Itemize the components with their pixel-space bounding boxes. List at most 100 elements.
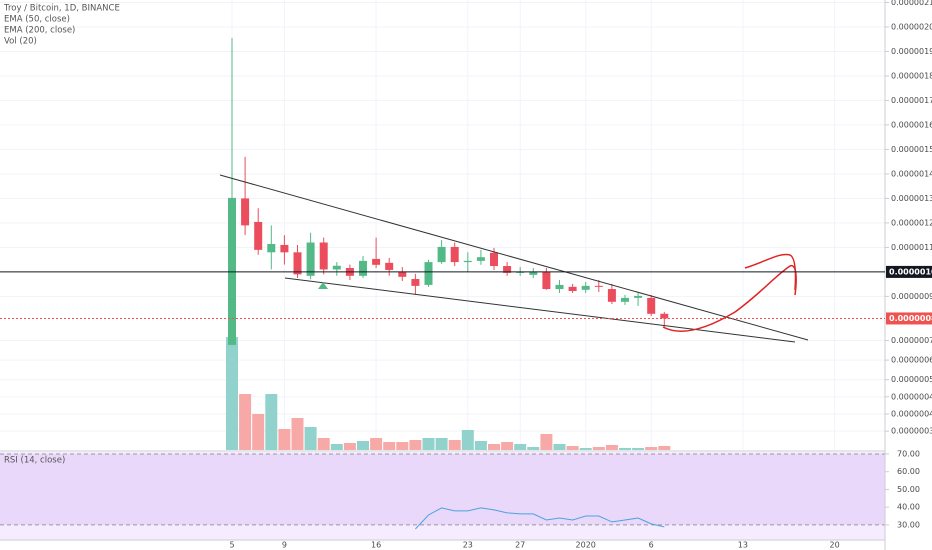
price-badge-label: 0.00000100	[889, 267, 932, 276]
y-tick-label: 30.00	[897, 520, 920, 529]
indicator-label: Vol (20)	[4, 37, 37, 47]
y-tick-label: 0.00000064	[891, 356, 932, 365]
volume-bar	[566, 446, 579, 450]
y-tick-label: 0.00000035	[891, 427, 932, 436]
rsi-line	[415, 507, 665, 530]
candle-body	[359, 260, 367, 276]
price-badge-label: 0.00000081	[889, 314, 932, 323]
candle-body	[463, 260, 472, 263]
volume-bar	[553, 444, 566, 450]
volume-bar	[461, 430, 474, 450]
volume-bar	[527, 447, 540, 450]
y-tick-label: 50.00	[897, 485, 920, 494]
volume-bar	[370, 438, 383, 450]
volume-bar	[383, 442, 396, 450]
candle-body	[476, 257, 485, 261]
volume-bar	[501, 442, 514, 450]
y-tick-label: 0.00000042	[891, 409, 932, 418]
volume-bar	[645, 447, 658, 450]
grid	[0, 0, 885, 450]
candle-body	[254, 221, 263, 250]
candle-body	[450, 246, 459, 263]
trend-line	[219, 174, 809, 341]
price-badge	[886, 265, 932, 278]
x-tick-label: 20	[830, 541, 840, 550]
indicator-label: EMA (200, close)	[4, 26, 75, 36]
volume-bar	[396, 442, 409, 450]
candle-body	[647, 297, 656, 314]
indicator-label: EMA (50, close)	[4, 15, 70, 25]
x-tick-label: 9	[282, 541, 287, 550]
volume-bar	[579, 448, 592, 450]
volume-bar	[448, 440, 461, 450]
candle-body	[241, 198, 250, 226]
volume-bar	[488, 444, 500, 450]
candle-body	[332, 265, 341, 270]
x-tick-label: 13	[738, 541, 748, 550]
candle-body	[529, 271, 538, 275]
volume-bar	[343, 443, 356, 450]
volume-bar	[226, 337, 238, 450]
candle-body	[607, 289, 616, 302]
volume-bar	[317, 438, 330, 450]
candle-body	[385, 262, 394, 270]
volume-bar	[605, 445, 618, 450]
candle-body	[280, 244, 289, 253]
volume-bar	[658, 446, 671, 450]
drawing	[662, 265, 797, 332]
volume-bar	[592, 447, 605, 450]
indicator-label: RSI (14, close)	[4, 456, 65, 466]
candle-body	[555, 284, 564, 290]
candle-body	[424, 262, 433, 285]
candle-body	[398, 271, 407, 277]
y-tick-label: 0.00000056	[891, 375, 932, 384]
candle-body	[306, 242, 315, 276]
rsi-band	[0, 453, 885, 526]
volume-bar	[252, 414, 265, 450]
volume-bar	[514, 444, 527, 450]
candle-body	[568, 286, 577, 292]
x-tick-label: 6	[649, 541, 654, 550]
candle-body	[267, 243, 276, 253]
volume-bar	[330, 444, 343, 450]
candle-body	[437, 246, 446, 263]
chart-title: Troy / Bitcoin, 1D, BINANCE	[3, 4, 120, 14]
volume-bar	[291, 418, 304, 450]
candle-body	[594, 285, 603, 287]
candle-body	[581, 285, 590, 290]
volume-bar	[304, 427, 317, 450]
volume-bar	[357, 441, 369, 450]
x-tick-label: 23	[463, 541, 473, 550]
y-tick-label: 0.00000049	[891, 392, 932, 401]
volume-bar	[278, 429, 291, 450]
candle-body	[621, 297, 629, 302]
volume-bar	[435, 438, 448, 450]
volume-bar	[619, 448, 631, 450]
x-tick-label: 16	[371, 541, 381, 550]
candle-body	[411, 279, 420, 286]
candle-body	[542, 271, 551, 290]
volume-bar	[474, 441, 487, 450]
volume-bar	[540, 434, 553, 450]
candle-body	[503, 266, 512, 273]
volume-bar	[409, 440, 422, 450]
candle-body	[490, 252, 498, 267]
candle-body	[319, 242, 328, 270]
trend-line	[284, 277, 796, 343]
marker	[318, 282, 328, 289]
y-tick-label: 60.00	[897, 467, 920, 476]
y-tick-label: 0.00000072	[891, 336, 932, 345]
volume-bar	[422, 438, 435, 450]
drawing	[744, 253, 797, 291]
y-tick-label: 70.00	[897, 449, 920, 458]
